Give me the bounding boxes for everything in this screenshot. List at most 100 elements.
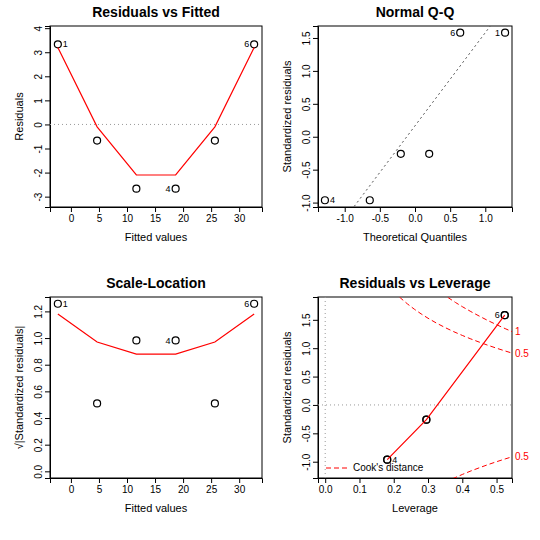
tick-mark — [313, 104, 318, 105]
tick-mark — [45, 311, 50, 312]
tick: 0.5 — [301, 97, 318, 111]
tick-label: 4 — [33, 25, 44, 31]
tick: -2 — [33, 168, 50, 177]
point-label: 6 — [495, 310, 500, 320]
axis: -1.0-0.50.00.51.01.5 — [301, 27, 319, 212]
tick-mark — [313, 203, 318, 204]
reference-line — [318, 404, 512, 405]
tick: 20 — [178, 478, 190, 495]
tick-label: 1.0 — [33, 331, 44, 345]
tick-label: 0.3 — [422, 484, 436, 495]
cook-distance-label: 0.5 — [515, 451, 529, 462]
tick: -0.5 — [301, 161, 318, 179]
point-label: 4 — [166, 184, 171, 194]
tick-label: 0.1 — [353, 484, 367, 495]
plot-frame — [50, 26, 262, 207]
tick-label: 1.2 — [33, 305, 44, 319]
panel: 0.00.10.20.30.40.5-1.0-0.50.00.51.01.5Re… — [281, 275, 529, 514]
tick-label: 1.5 — [301, 313, 312, 327]
tick-label: 5 — [97, 213, 103, 224]
data-point — [426, 150, 433, 157]
tick-mark — [155, 478, 156, 483]
tick-label: 0.5 — [301, 97, 312, 111]
chart-title: Normal Q-Q — [376, 4, 455, 20]
tick-label: 0.5 — [444, 213, 458, 224]
tick-label: 10 — [122, 484, 134, 495]
tick-label: 1.0 — [479, 213, 493, 224]
tick-mark — [313, 348, 318, 349]
chart-container: 051015202530-3-2-101234Residuals vs Fitt… — [0, 0, 540, 540]
axis: -3-2-101234 — [33, 25, 51, 207]
data-point — [94, 137, 101, 144]
tick-label: -2 — [33, 168, 44, 177]
tick-label: 20 — [178, 484, 190, 495]
tick-mark — [313, 320, 318, 321]
tick-label: 30 — [234, 484, 246, 495]
plot-area — [318, 297, 512, 478]
tick: 0.2 — [387, 478, 401, 495]
tick-mark — [45, 52, 50, 53]
tick: 3 — [33, 50, 50, 56]
smoother-line — [387, 315, 504, 459]
tick: 0.5 — [444, 207, 458, 224]
legend: Cook's distance — [326, 462, 424, 473]
tick: 10 — [122, 207, 134, 224]
chart-title: Residuals vs Fitted — [92, 4, 220, 20]
tick: 5 — [97, 478, 103, 495]
tick-mark — [380, 207, 381, 212]
tick-mark — [239, 207, 240, 212]
tick-mark — [183, 207, 184, 212]
cook-distance-curve — [445, 457, 512, 478]
tick: 0.0 — [319, 478, 333, 495]
data-point — [321, 197, 328, 204]
data-point — [133, 185, 140, 192]
tick-mark — [313, 433, 318, 434]
tick-label: 0.0 — [319, 484, 333, 495]
tick: 1.5 — [301, 313, 318, 327]
data-point — [457, 29, 464, 36]
tick: 1 — [33, 98, 50, 104]
tick: 0.8 — [33, 358, 50, 372]
tick-label: 0.4 — [456, 484, 470, 495]
tick: -1 — [33, 144, 50, 153]
y-axis-title: Residuals — [13, 92, 25, 141]
data-point — [133, 337, 140, 344]
axis-line — [319, 208, 513, 213]
tick-mark — [45, 197, 50, 198]
tick-label: 15 — [150, 484, 162, 495]
tick-mark — [211, 207, 212, 212]
tick-mark — [325, 478, 326, 483]
tick-label: -1.0 — [301, 194, 312, 212]
tick: 0.0 — [409, 207, 423, 224]
tick: 0.0 — [33, 464, 50, 478]
data-point — [211, 400, 218, 407]
data-point — [94, 400, 101, 407]
axis-line — [319, 479, 513, 484]
tick-label: 25 — [206, 484, 218, 495]
cook-distance-label: 1 — [515, 326, 521, 337]
plot-frame — [318, 26, 512, 207]
tick: 0.5 — [301, 370, 318, 384]
data-point — [172, 337, 179, 344]
qq-line — [318, 26, 512, 207]
tick-label: 0.0 — [301, 130, 312, 144]
plot-frame — [50, 297, 262, 478]
smoother-line — [58, 47, 254, 175]
tick-label: 15 — [150, 213, 162, 224]
tick-label: 1.5 — [301, 31, 312, 45]
tick-label: 5 — [97, 484, 103, 495]
tick-label: 0 — [33, 122, 44, 128]
tick-mark — [394, 478, 395, 483]
data-point — [54, 41, 61, 48]
tick-mark — [428, 478, 429, 483]
tick: -3 — [33, 192, 50, 201]
tick-mark — [345, 207, 346, 212]
y-axis-title: Standardized residuals — [281, 331, 293, 443]
tick-mark — [450, 207, 451, 212]
tick: 1.2 — [33, 305, 50, 319]
legend-label: Cook's distance — [353, 462, 424, 473]
tick-mark — [71, 478, 72, 483]
point-label: 6 — [244, 39, 249, 49]
tick-mark — [313, 38, 318, 39]
point-label: 1 — [495, 28, 500, 38]
